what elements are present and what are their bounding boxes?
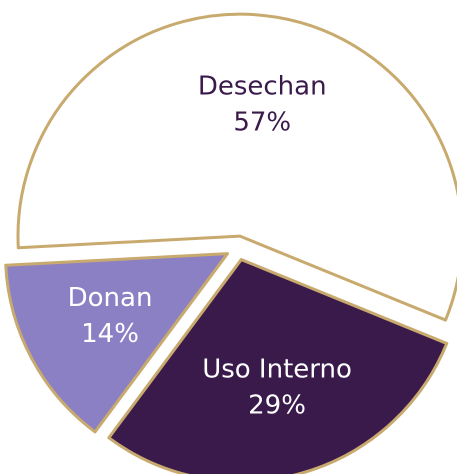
slice-label: Donan — [68, 283, 153, 313]
slice-value-label: 14% — [81, 319, 139, 349]
slice-label: Desechan — [198, 71, 327, 101]
pie-slice — [4, 252, 229, 434]
slice-label: Uso Interno — [202, 354, 352, 384]
slice-value-label: 57% — [233, 107, 291, 137]
pie-slice — [107, 258, 449, 474]
pie-slice — [16, 12, 457, 322]
slice-value-label: 29% — [248, 390, 306, 420]
